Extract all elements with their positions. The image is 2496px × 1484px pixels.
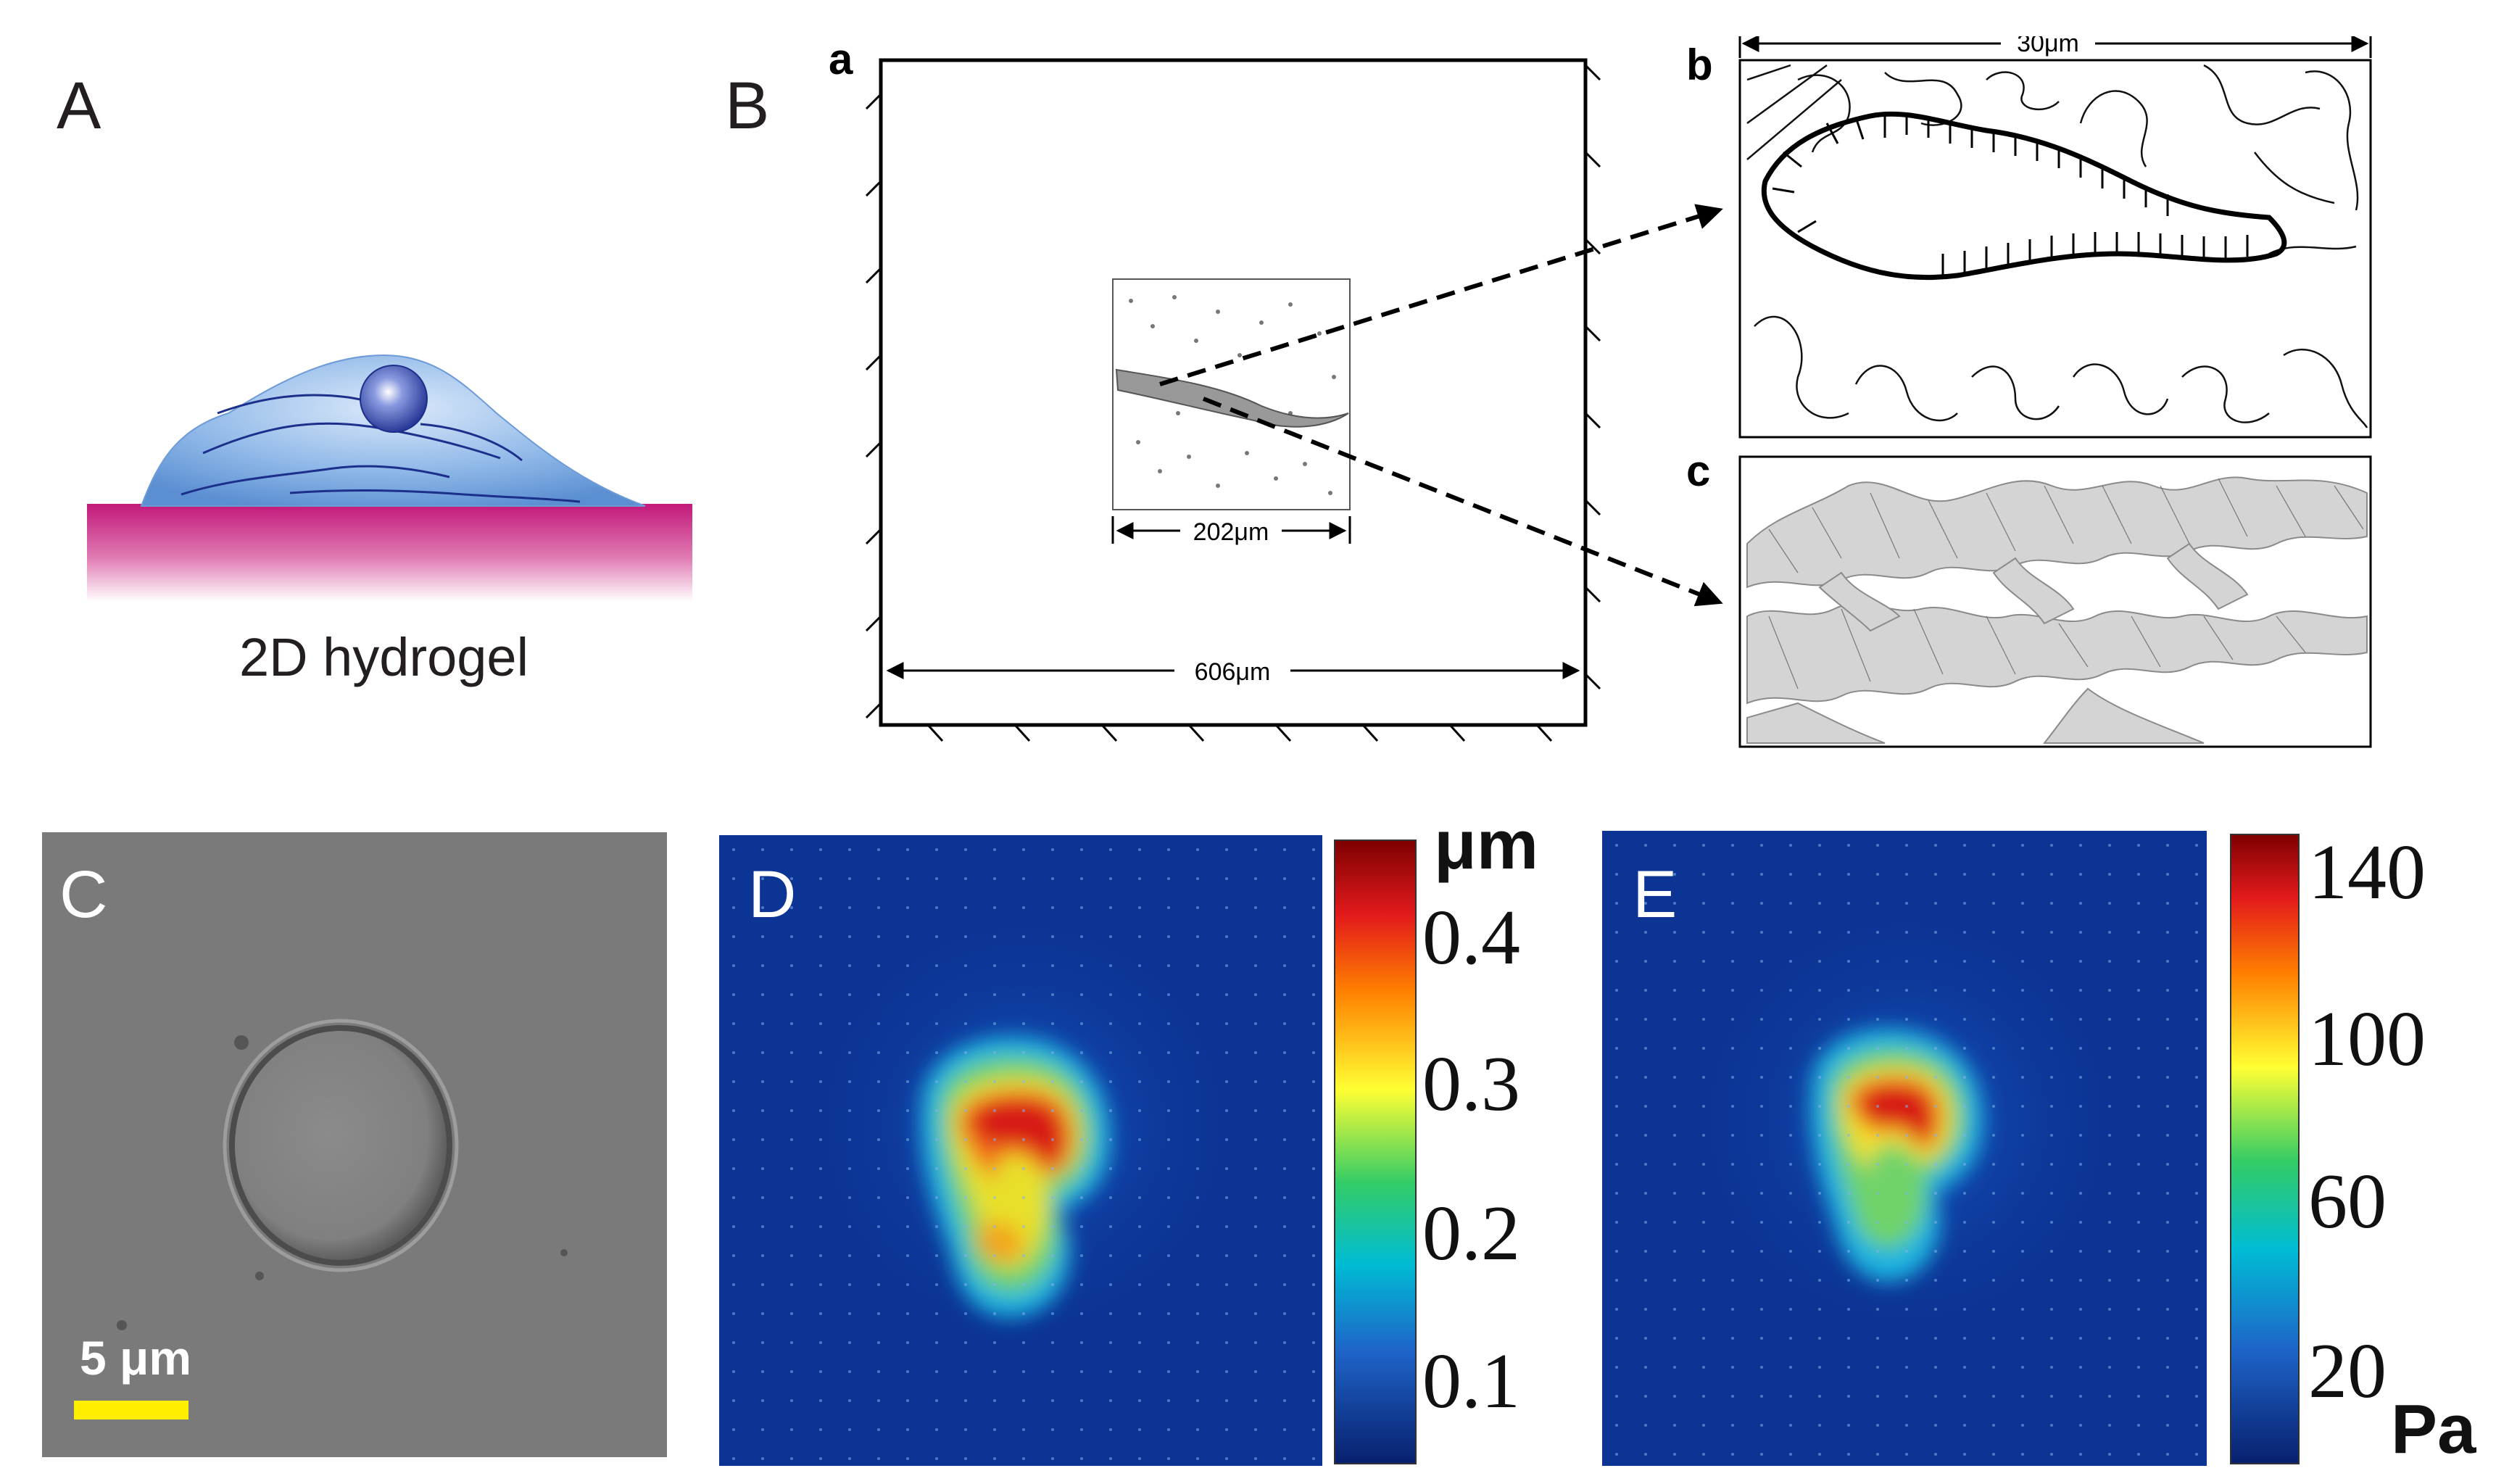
displacement-heatmap: [719, 835, 1322, 1466]
colorbar-d-tick: 0.2: [1422, 1190, 1520, 1277]
boundary-hatch-right: [1584, 64, 1601, 690]
scale-bar: [74, 1401, 188, 1419]
cell-on-hydrogel-illustration: [87, 354, 692, 602]
colorbar-d: [1334, 840, 1417, 1464]
panel-label-b: B: [725, 69, 770, 143]
traction-detail-box: [1738, 59, 2372, 439]
panel-label-e: E: [1633, 858, 1678, 932]
displacement-field-scatter: [1125, 295, 1336, 495]
traction-vectors: [1772, 113, 2249, 275]
colorbar-e-tick: 100: [2308, 996, 2426, 1082]
contour-lines: [1746, 64, 2368, 428]
colorbar-e-tick: 60: [2308, 1158, 2387, 1245]
simulation-domain-diagram: 202μm 606μm 30μm: [865, 36, 2372, 748]
dim-606-label: 606μm: [1195, 658, 1271, 686]
cell-outline-small: [1115, 368, 1349, 428]
cell-body-brightfield: [229, 1025, 452, 1266]
traction-stress-heatmap: [1602, 831, 2207, 1466]
colorbar-d-tick: 0.1: [1422, 1338, 1520, 1425]
nucleus: [360, 365, 428, 433]
panel-label-d: D: [748, 858, 797, 932]
colorbar-d-tick: 0.3: [1422, 1041, 1520, 1127]
colorbar-e: [2230, 834, 2300, 1464]
panel-label-a: A: [57, 69, 101, 143]
panel-label-c: C: [59, 858, 108, 932]
connector-arrow-to-c: [1202, 397, 1723, 607]
brightfield-cell-image: [42, 832, 667, 1457]
scale-bar-label: 5 μm: [80, 1331, 192, 1385]
fem-mesh-edges: [1768, 478, 2364, 689]
colorbar-e-tick: 20: [2308, 1328, 2387, 1414]
colorbar-e-tick: 140: [2308, 829, 2426, 916]
connector-arrow-to-b: [1159, 204, 1723, 386]
dim-202-label: 202μm: [1193, 518, 1269, 546]
colorbar-d-tick: 0.4: [1422, 895, 1520, 981]
cell-boundary-traction: [1761, 111, 2287, 281]
hydrogel-substrate: [87, 504, 692, 602]
hydrogel-caption: 2D hydrogel: [239, 627, 529, 687]
sub-label-c: c: [1686, 447, 1711, 495]
sub-label-b: b: [1686, 41, 1713, 89]
dim-30-label: 30μm: [2017, 36, 2079, 57]
boundary-hatch-left: [865, 93, 882, 719]
fem-mesh: [1746, 476, 2368, 744]
colorbar-e-unit: Pa: [2391, 1390, 2476, 1468]
sub-label-a: a: [829, 35, 853, 83]
boundary-hatch-bottom: [926, 724, 1553, 742]
colorbar-d-unit: μm: [1434, 806, 1539, 884]
